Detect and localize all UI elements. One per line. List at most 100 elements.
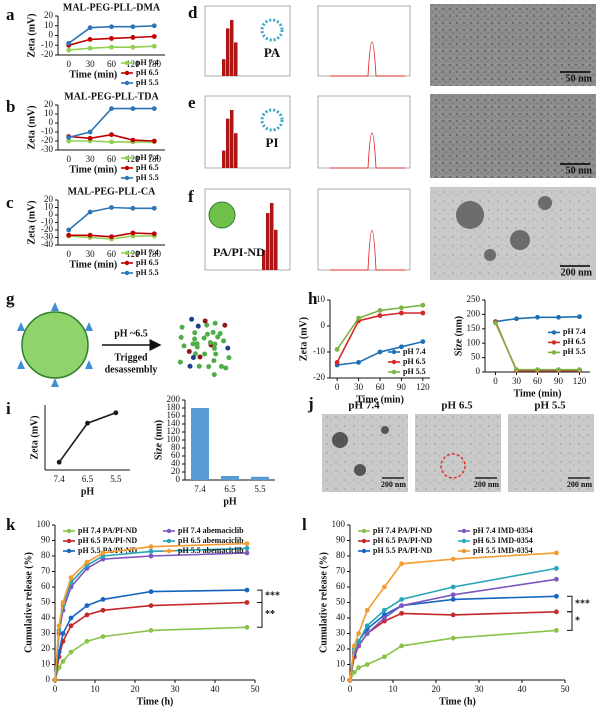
size-histogram-bar <box>222 59 226 76</box>
y-axis-label: Zeta (mV) <box>298 317 309 361</box>
legend-marker <box>124 270 130 276</box>
ligand <box>85 322 93 331</box>
legend-marker <box>124 155 130 161</box>
fragment <box>213 351 219 357</box>
series-marker <box>100 550 106 556</box>
series-marker <box>334 347 340 352</box>
panel-label: e <box>188 93 196 112</box>
panel-label: h <box>308 289 318 308</box>
panel-label: i <box>6 399 11 418</box>
particle <box>332 432 348 448</box>
fragment <box>189 316 195 322</box>
y-tick-label: 60 <box>171 450 181 460</box>
legend-label: pH 7.4 IMD-0354 <box>473 526 533 535</box>
series-marker <box>577 314 582 320</box>
series-marker <box>100 634 106 639</box>
series-marker <box>148 544 154 550</box>
series-marker <box>356 315 361 321</box>
x-tick-label: 90 <box>397 382 407 392</box>
x-tick-label: 20 <box>131 684 141 694</box>
y-tick-label: 100 <box>332 519 346 529</box>
y-tick-label: -30 <box>41 144 53 154</box>
scale-label: 200 nm <box>381 480 406 489</box>
series-marker <box>382 615 387 621</box>
series-marker <box>148 603 154 608</box>
legend-label: pH 7.4 <box>136 58 159 67</box>
y-tick-label: 30 <box>41 628 51 638</box>
ligand <box>17 322 25 331</box>
y-tick-label: 70 <box>336 566 346 576</box>
series-marker <box>130 230 136 236</box>
legend-label: pH 5.5 <box>136 173 159 182</box>
legend-label: pH 5.5 PA/PI-ND <box>373 546 432 555</box>
series-marker <box>100 607 106 613</box>
series-marker <box>68 575 74 581</box>
x-tick-label: 120 <box>126 249 140 259</box>
y-tick-label: 0 <box>46 674 51 684</box>
zeta-distribution-frame <box>317 95 411 169</box>
y-tick-label: 0 <box>49 30 54 40</box>
y-tick-label: 50 <box>41 597 51 607</box>
series-marker <box>377 308 383 313</box>
particle <box>510 230 530 250</box>
size-histogram-bar <box>262 249 266 270</box>
caption: Trigged <box>114 352 148 363</box>
fragment <box>181 343 187 349</box>
significance-bracket <box>257 589 263 603</box>
x-tick-label: 180 <box>148 154 162 164</box>
x-tick-label: 0 <box>53 684 58 694</box>
fragment <box>186 348 192 354</box>
series-marker <box>113 410 119 416</box>
series-marker <box>347 677 353 683</box>
fragment <box>204 331 210 337</box>
series-marker <box>556 314 561 320</box>
panel-label: l <box>302 515 307 534</box>
series-marker <box>130 24 136 30</box>
series-marker <box>351 643 357 649</box>
fragment <box>225 345 231 351</box>
panel-label: g <box>6 289 15 308</box>
x-tick-label: 30 <box>171 684 181 694</box>
series-marker <box>148 553 154 559</box>
fragment <box>210 329 216 335</box>
series-marker <box>151 106 157 111</box>
fragment <box>223 365 229 371</box>
series-marker <box>109 44 114 50</box>
x-tick-label: 180 <box>148 249 162 259</box>
series-line <box>54 542 248 681</box>
fragment <box>192 330 198 336</box>
x-tick-label: 5.5 <box>254 484 266 494</box>
particle <box>538 196 552 210</box>
legend-marker <box>124 250 130 256</box>
significance-label: *** <box>265 591 280 602</box>
y-tick-label: 100 <box>37 519 51 529</box>
legend-marker <box>461 548 467 554</box>
size-histogram-bar <box>226 28 230 76</box>
particle <box>484 249 496 261</box>
fragment <box>178 334 184 340</box>
series-marker <box>364 623 370 629</box>
y-tick-label: 150 <box>467 323 481 333</box>
legend-label: pH 7.4 <box>403 347 426 356</box>
significance-bracket <box>257 602 263 628</box>
series-marker <box>364 631 370 636</box>
legend-label: pH 5.5 <box>403 367 426 376</box>
ligand <box>51 302 59 311</box>
y-axis-label: Zeta (mV) <box>26 200 37 244</box>
significance-label: *** <box>575 598 590 609</box>
legend-label: pH 5.5 IMD-0354 <box>473 546 533 555</box>
series-marker <box>399 310 404 316</box>
fragment <box>206 364 212 370</box>
series-marker <box>244 545 250 551</box>
particle <box>354 464 366 476</box>
x-tick-label: 7.4 <box>54 474 66 484</box>
series-marker <box>493 320 498 326</box>
x-tick-label: 6.5 <box>82 474 94 484</box>
fragment <box>211 372 217 378</box>
legend-marker <box>361 528 367 534</box>
y-tick-label: 50 <box>471 352 481 362</box>
y-tick-label: -20 <box>41 49 53 59</box>
zeta-distribution-frame <box>317 5 411 77</box>
y-tick-label: 80 <box>336 550 346 560</box>
series-marker <box>450 592 456 598</box>
